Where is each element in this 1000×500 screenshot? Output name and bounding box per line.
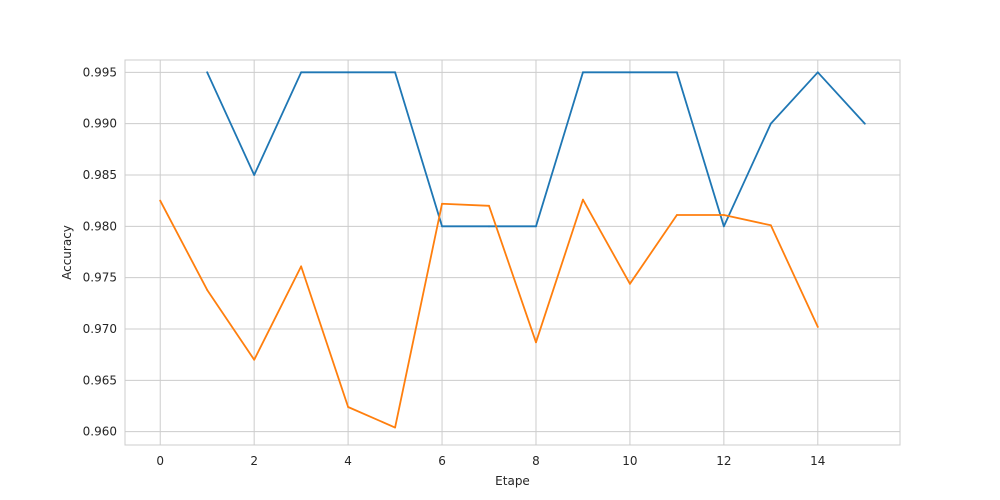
series-line bbox=[159, 198, 819, 429]
series-layer bbox=[159, 71, 866, 429]
data-point bbox=[863, 122, 866, 125]
series-2 bbox=[159, 198, 819, 429]
series-1 bbox=[206, 71, 866, 228]
data-point bbox=[441, 225, 443, 228]
x-tick-label: 6 bbox=[438, 454, 446, 468]
data-point bbox=[629, 71, 631, 74]
x-tick-label: 10 bbox=[622, 454, 637, 468]
y-tick-label: 0.995 bbox=[83, 65, 117, 79]
x-tick-label: 4 bbox=[344, 454, 352, 468]
data-point bbox=[300, 71, 303, 74]
x-tick-label: 12 bbox=[716, 454, 731, 468]
data-point bbox=[206, 71, 209, 74]
data-point bbox=[582, 71, 584, 74]
data-point bbox=[441, 202, 443, 205]
y-axis-title: Accuracy bbox=[60, 225, 74, 280]
y-tick-label: 0.975 bbox=[83, 271, 117, 285]
x-tick-label: 0 bbox=[156, 454, 164, 468]
data-point bbox=[582, 198, 584, 201]
y-tick-label: 0.980 bbox=[83, 219, 117, 233]
y-tick-label: 0.990 bbox=[83, 117, 117, 131]
data-point bbox=[675, 71, 678, 74]
plot-frame bbox=[124, 59, 901, 446]
data-point bbox=[394, 71, 396, 74]
data-point bbox=[629, 282, 631, 285]
data-point bbox=[347, 406, 350, 408]
data-point bbox=[253, 174, 256, 176]
x-axis-title: Etape bbox=[495, 474, 530, 488]
x-tick-labels: 0 2 4 6 8 10 12 14 bbox=[156, 454, 825, 468]
data-point bbox=[722, 214, 725, 216]
data-point bbox=[816, 71, 819, 74]
y-tick-label: 0.970 bbox=[83, 322, 117, 336]
data-point bbox=[535, 225, 537, 228]
data-point bbox=[206, 289, 209, 291]
data-point bbox=[159, 199, 162, 202]
data-point bbox=[535, 341, 537, 344]
data-point bbox=[769, 224, 772, 227]
data-point bbox=[722, 225, 725, 228]
data-point bbox=[675, 214, 678, 216]
data-point bbox=[769, 122, 772, 125]
y-tick-label: 0.985 bbox=[83, 168, 117, 182]
data-point bbox=[253, 358, 256, 361]
data-point bbox=[816, 326, 819, 328]
y-tick-label: 0.960 bbox=[83, 425, 117, 439]
x-tick-label: 8 bbox=[532, 454, 540, 468]
data-point bbox=[394, 426, 396, 429]
x-tick-label: 2 bbox=[250, 454, 258, 468]
data-point bbox=[488, 204, 490, 207]
x-tick-label: 14 bbox=[810, 454, 825, 468]
data-point bbox=[488, 225, 490, 228]
y-tick-labels: 0.960 0.965 0.970 0.975 0.980 0.985 0.990 0.995 bbox=[83, 65, 117, 438]
data-point bbox=[300, 265, 303, 268]
data-point bbox=[347, 71, 350, 74]
y-tick-label: 0.965 bbox=[83, 373, 117, 387]
